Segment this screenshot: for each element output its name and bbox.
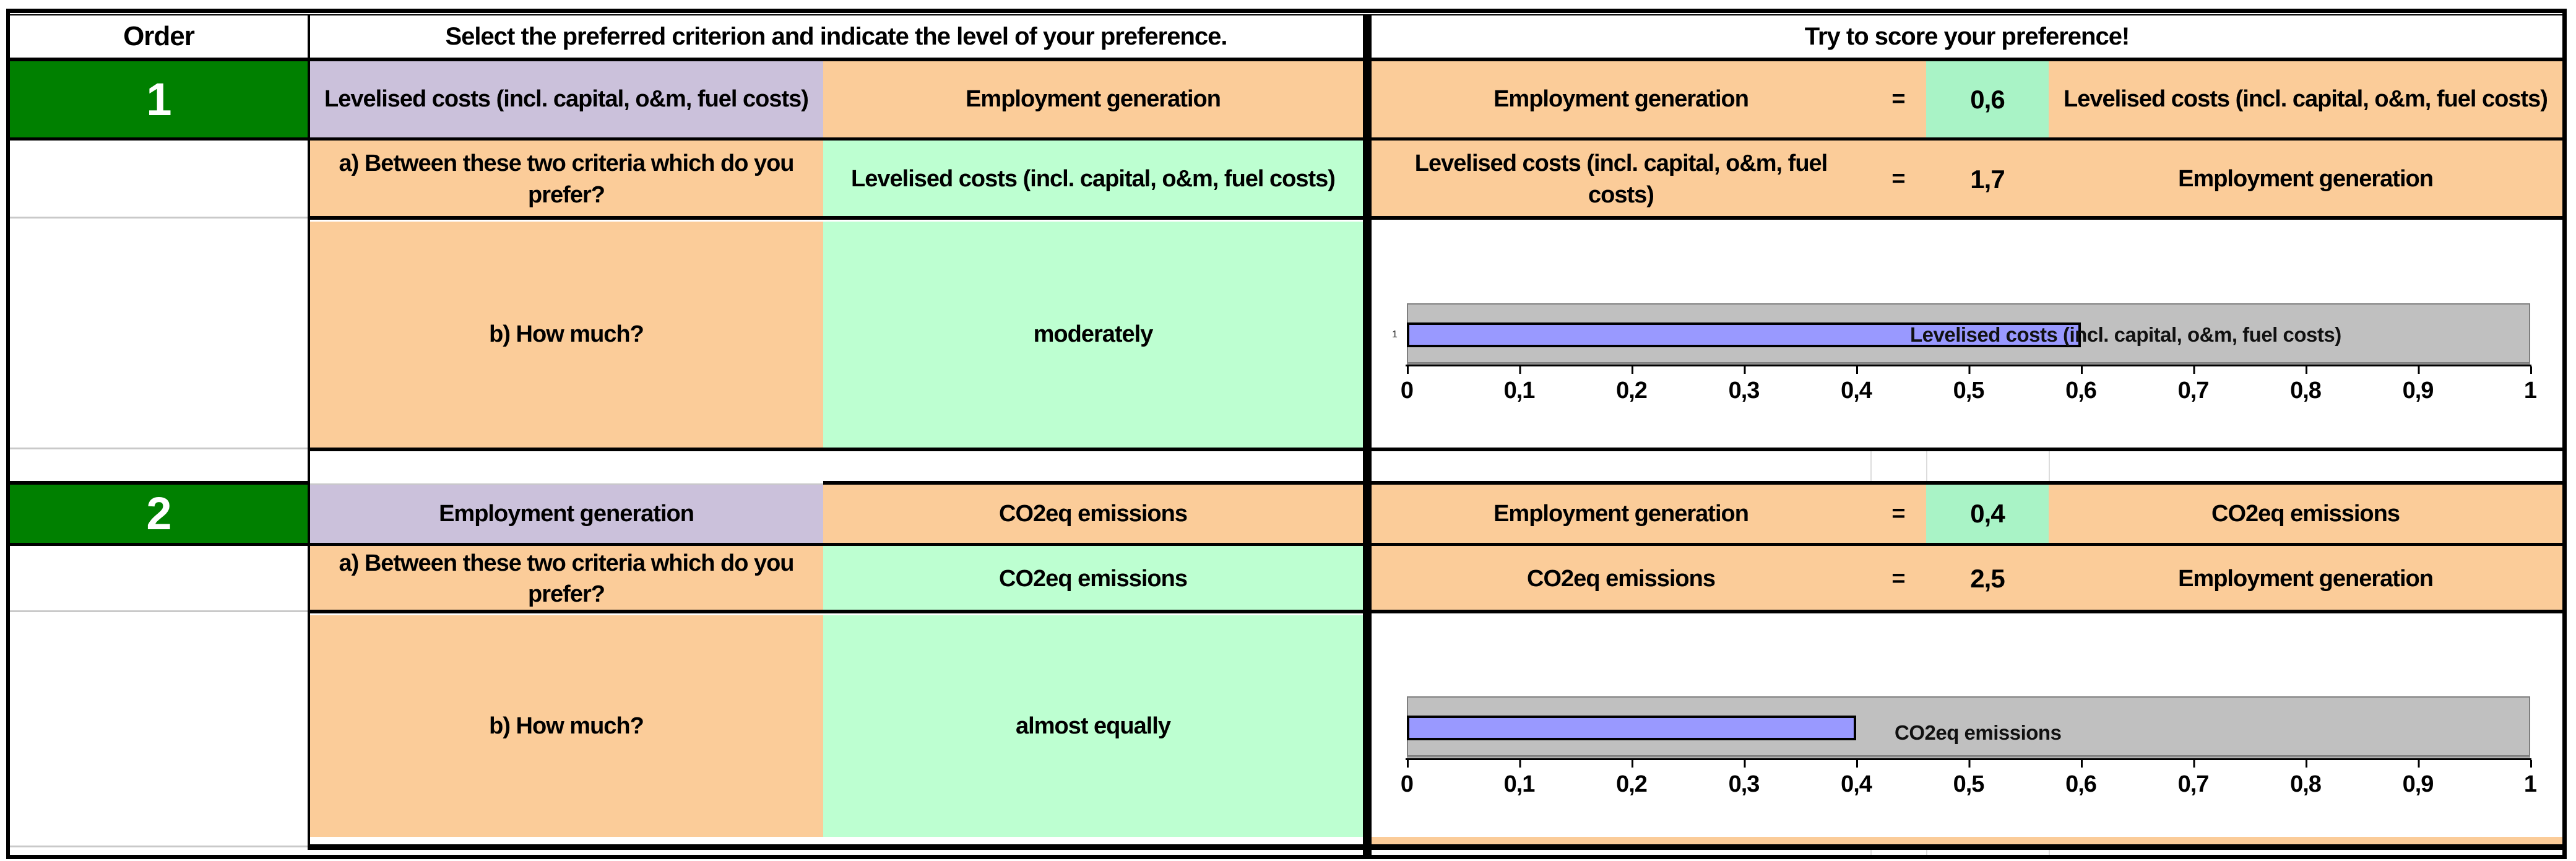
bar-data-label: Levelised costs (incl. capital, o&m, fue… — [1910, 323, 2341, 346]
border-line — [823, 481, 2567, 485]
x-axis-ticks — [1407, 366, 2532, 374]
score-left-label: CO2eq emissions — [1372, 546, 1870, 612]
score-left-label: Employment generation — [1372, 485, 1870, 543]
question-a-cell: a) Between these two criteria which do y… — [309, 141, 823, 218]
border-line — [308, 448, 2567, 451]
grid-line — [308, 483, 823, 485]
preference-level-cell[interactable]: moderately — [823, 222, 1363, 448]
x-tick-label: 0,9 — [2402, 771, 2434, 797]
x-tick-label: 0,7 — [2177, 771, 2210, 797]
x-tick-label: 1 — [2523, 771, 2537, 797]
bar-data-label: CO2eq emissions — [1895, 721, 2062, 744]
x-tick-label: 0,6 — [2065, 378, 2097, 404]
grid-line — [1870, 850, 1872, 855]
border-line — [308, 610, 2567, 613]
border-line — [308, 216, 2567, 220]
chart-plot-area: 1 Levelised costs (incl. capital, o&m, f… — [1392, 222, 2537, 448]
x-tick-label: 0,8 — [2290, 378, 2322, 404]
x-tick-label: 0,5 — [1953, 771, 1985, 797]
score-value-cell: 1,7 — [1926, 141, 2049, 218]
x-tick-label: 0 — [1400, 771, 1414, 797]
order-number-badge: 2 — [10, 485, 308, 543]
x-tick-label: 0,1 — [1503, 771, 1536, 797]
criterion-b-cell: CO2eq emissions — [823, 485, 1363, 543]
x-tick-label: 0,9 — [2402, 378, 2434, 404]
border-line — [6, 58, 2567, 61]
x-tick-label: 0,3 — [1728, 378, 1760, 404]
question-a-cell: a) Between these two criteria which do y… — [309, 546, 823, 612]
x-tick-label: 0,2 — [1616, 771, 1648, 797]
x-tick-label: 0,1 — [1503, 378, 1536, 404]
order-number-badge: 1 — [10, 61, 308, 137]
score-value-cell[interactable]: 0,6 — [1926, 61, 2049, 137]
category-axis-label: 1 — [1392, 329, 1398, 340]
x-tick-label: 0,3 — [1728, 771, 1760, 797]
preference-bar-chart[interactable]: 1 Levelised costs (incl. capital, o&m, f… — [1372, 222, 2562, 448]
grid-line — [1926, 451, 1927, 481]
grid-line — [2049, 850, 2050, 855]
score-right-label: Employment generation — [2049, 546, 2562, 612]
preference-value-bar — [1407, 716, 1856, 740]
border-line — [6, 9, 10, 859]
border-line — [6, 9, 2567, 13]
score-value-cell[interactable]: 0,4 — [1926, 485, 2049, 543]
x-axis-line — [1406, 758, 2531, 760]
border-line — [2562, 9, 2567, 859]
x-tick-label: 0,2 — [1616, 378, 1648, 404]
border-line — [6, 137, 2567, 141]
border-line — [1363, 14, 1372, 855]
border-line — [6, 543, 2567, 546]
score-left-label: Employment generation — [1372, 61, 1870, 137]
score-left-label: Levelised costs (incl. capital, o&m, fue… — [1372, 141, 1870, 218]
question-b-cell: b) How much? — [309, 615, 823, 837]
border-line — [308, 14, 310, 850]
preferred-criterion-cell[interactable]: Levelised costs (incl. capital, o&m, fue… — [823, 141, 1363, 218]
bottom-accent-strip — [1372, 837, 2562, 844]
grid-line — [10, 217, 308, 218]
score-right-label: Levelised costs (incl. capital, o&m, fue… — [2049, 61, 2562, 137]
x-tick-label: 0,8 — [2290, 771, 2322, 797]
x-tick-label: 0,5 — [1953, 378, 1985, 404]
criterion-a-cell: Employment generation — [309, 485, 823, 543]
preferred-criterion-cell[interactable]: CO2eq emissions — [823, 546, 1363, 612]
equals-sign: = — [1870, 141, 1926, 218]
criterion-a-cell: Levelised costs (incl. capital, o&m, fue… — [309, 61, 823, 137]
border-line — [308, 844, 2567, 850]
grid-line — [1926, 850, 1927, 855]
order-column-header: Order — [123, 21, 195, 52]
preference-level-cell[interactable]: almost equally — [823, 615, 1363, 837]
x-tick-label: 0 — [1400, 378, 1414, 404]
grid-line — [10, 610, 308, 612]
question-b-cell: b) How much? — [309, 222, 823, 448]
x-axis-line — [1406, 365, 2531, 366]
grid-line — [1870, 451, 1872, 481]
border-line — [6, 14, 2567, 15]
x-tick-label: 1 — [2523, 378, 2537, 404]
grid-line — [2049, 451, 2050, 481]
score-right-label: CO2eq emissions — [2049, 485, 2562, 543]
x-tick-label: 0,4 — [1841, 378, 1872, 404]
preference-bar-chart[interactable]: CO2eq emissions 0 0,1 0,2 0,3 0,4 0,5 0,… — [1372, 615, 2562, 837]
border-line — [6, 855, 2567, 859]
score-preference-header: Try to score your preference! — [1804, 23, 2130, 51]
border-line — [10, 481, 308, 485]
x-axis-ticks — [1407, 760, 2532, 768]
equals-sign: = — [1870, 61, 1926, 137]
chart-plot-area: CO2eq emissions 0 0,1 0,2 0,3 0,4 0,5 0,… — [1401, 615, 2537, 837]
score-right-label: Employment generation — [2049, 141, 2562, 218]
preference-value-bar — [1407, 322, 2081, 347]
equals-sign: = — [1870, 546, 1926, 612]
criterion-b-cell: Employment generation — [823, 61, 1363, 137]
x-tick-label: 0,7 — [2177, 378, 2210, 404]
x-tick-label: 0,6 — [2065, 771, 2097, 797]
scale-track-bar — [1407, 696, 2530, 756]
x-tick-label: 0,4 — [1841, 771, 1872, 797]
grid-line — [10, 846, 308, 847]
score-value-cell: 2,5 — [1926, 546, 2049, 612]
grid-line — [10, 448, 308, 449]
equals-sign: = — [1870, 485, 1926, 543]
select-criterion-header: Select the preferred criterion and indic… — [445, 23, 1228, 51]
